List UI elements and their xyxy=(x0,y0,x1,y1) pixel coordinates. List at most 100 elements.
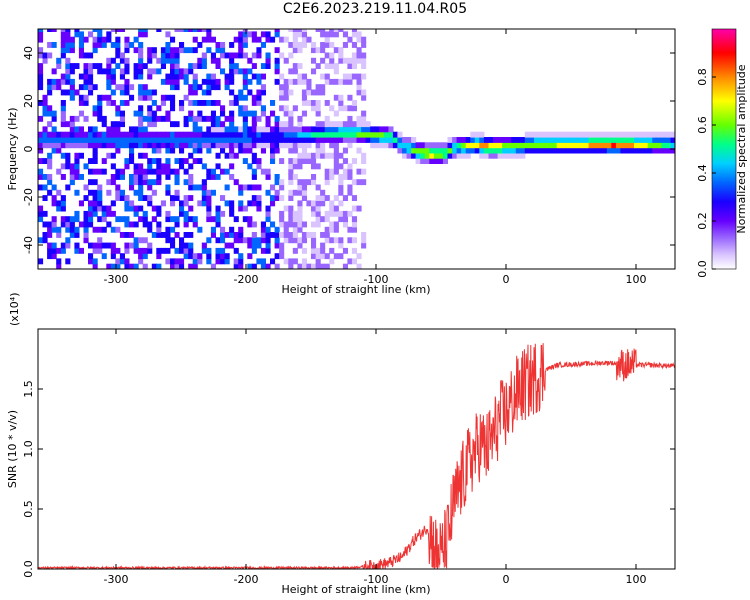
spectrogram-cell xyxy=(119,89,125,96)
spectrogram-cell xyxy=(88,89,94,96)
spectrogram-cell xyxy=(515,142,521,149)
spectrogram-cell xyxy=(260,258,266,265)
spectrogram-cell xyxy=(315,247,321,254)
spectrogram-cell xyxy=(329,210,335,217)
spectrogram-cell xyxy=(288,147,294,154)
spectrogram-cell xyxy=(251,36,257,43)
spectrogram-cell xyxy=(515,152,521,159)
spectrogram-cell xyxy=(38,258,44,265)
spectrogram-cell xyxy=(97,195,103,201)
spectrogram-cell xyxy=(320,131,326,138)
spectrogram-cell xyxy=(306,200,312,207)
spectrogram-cell xyxy=(611,142,617,149)
spectrogram-cell xyxy=(210,121,216,128)
spectrogram-cell xyxy=(47,242,53,249)
spectrogram-cell xyxy=(274,242,280,249)
spectrogram-cell xyxy=(74,210,80,217)
spectrogram-cell xyxy=(38,147,44,154)
spectrogram-cell xyxy=(174,142,180,149)
spectrogram-cell xyxy=(119,84,125,91)
spectrogram-cell xyxy=(452,137,458,143)
spectrogram-cell xyxy=(324,179,330,186)
spectrogram-cell xyxy=(220,237,226,244)
spectrogram-cell xyxy=(156,205,162,212)
spectrogram-cell xyxy=(229,52,235,59)
spectrogram-cell xyxy=(233,100,239,106)
spectrogram-cell xyxy=(92,110,98,117)
spectrogram-cell xyxy=(320,84,326,91)
spectrogram-cell xyxy=(183,68,189,75)
spectrogram-cell xyxy=(56,78,62,85)
spectrogram-cell xyxy=(292,221,298,228)
spectrogram-cell xyxy=(229,73,235,80)
spectrogram-cell xyxy=(274,195,280,201)
spectrogram-cell xyxy=(270,126,276,133)
spectrogram-cell xyxy=(238,131,244,138)
spectrogram-cell xyxy=(206,189,212,196)
spectrogram-cell xyxy=(361,36,367,43)
spectrogram-cell xyxy=(147,158,153,164)
spectrogram-cell xyxy=(233,126,239,133)
y-tick-label: -20 xyxy=(22,188,35,206)
spectrogram-cell xyxy=(74,131,80,138)
spectrogram-cell xyxy=(347,189,353,196)
spectrogram-cell xyxy=(297,152,303,159)
spectrogram-cell xyxy=(115,110,121,117)
spectrogram-cell xyxy=(60,31,66,38)
spectrogram-cell xyxy=(106,78,112,85)
spectrogram-cell xyxy=(438,152,444,159)
spectrogram-cell xyxy=(142,137,148,143)
spectrogram-cell xyxy=(38,100,44,106)
spectrogram-cell xyxy=(192,131,198,138)
spectrogram-cell xyxy=(88,142,94,149)
spectrogram-cell xyxy=(151,100,157,106)
spectrogram-cell xyxy=(365,121,371,128)
spectrogram-cell xyxy=(147,47,153,54)
spectrogram-cell xyxy=(165,42,171,48)
spectrogram-cell xyxy=(306,232,312,238)
spectrogram-cell xyxy=(315,100,321,106)
spectrogram-cell xyxy=(297,137,303,143)
spectrogram-cell xyxy=(51,200,57,207)
spectrogram-cell xyxy=(110,247,116,254)
spectrogram-cell xyxy=(65,258,71,265)
spectrogram-cell xyxy=(101,253,107,260)
spectrogram-cell xyxy=(65,158,71,164)
spectrogram-cell xyxy=(78,47,84,54)
spectrogram-cell xyxy=(315,84,321,91)
spectrogram-cell xyxy=(229,63,235,69)
spectrogram-cell xyxy=(438,158,444,164)
spectrogram-cell xyxy=(392,142,398,149)
spectrogram-cell xyxy=(397,137,403,143)
spectrogram-cell xyxy=(324,152,330,159)
spectrogram-cell xyxy=(329,29,335,32)
spectrogram-cell xyxy=(138,89,144,96)
spectrogram-cell xyxy=(88,78,94,85)
spectrogram-cell xyxy=(101,115,107,122)
spectrogram-cell xyxy=(115,84,121,91)
spectrogram-cell xyxy=(115,216,121,223)
spectrogram-cell xyxy=(515,137,521,143)
spectrogram-cell xyxy=(274,121,280,128)
spectrogram-cell xyxy=(119,142,125,149)
spectrogram-cell xyxy=(188,68,194,75)
spectrogram-cell xyxy=(220,168,226,175)
spectrogram-cell xyxy=(433,158,439,164)
spectrogram-cell xyxy=(315,163,321,170)
spectrogram-cell xyxy=(210,232,216,238)
spectrogram-cell xyxy=(74,158,80,164)
spectrogram-cell xyxy=(42,137,48,143)
spectrogram-cell xyxy=(361,121,367,128)
spectrogram-cell xyxy=(229,100,235,106)
spectrogram-cell xyxy=(188,100,194,106)
spectrogram-cell xyxy=(115,105,121,112)
spectrogram-cell xyxy=(424,147,430,154)
spectrogram-cell xyxy=(315,195,321,201)
spectrogram-cell xyxy=(342,126,348,133)
spectrogram-cell xyxy=(629,142,635,149)
spectrogram-cell xyxy=(260,42,266,48)
spectrogram-cell xyxy=(424,152,430,159)
spectrogram-cell xyxy=(56,84,62,91)
spectrogram-cell xyxy=(147,168,153,175)
spectrogram-cell xyxy=(251,168,257,175)
